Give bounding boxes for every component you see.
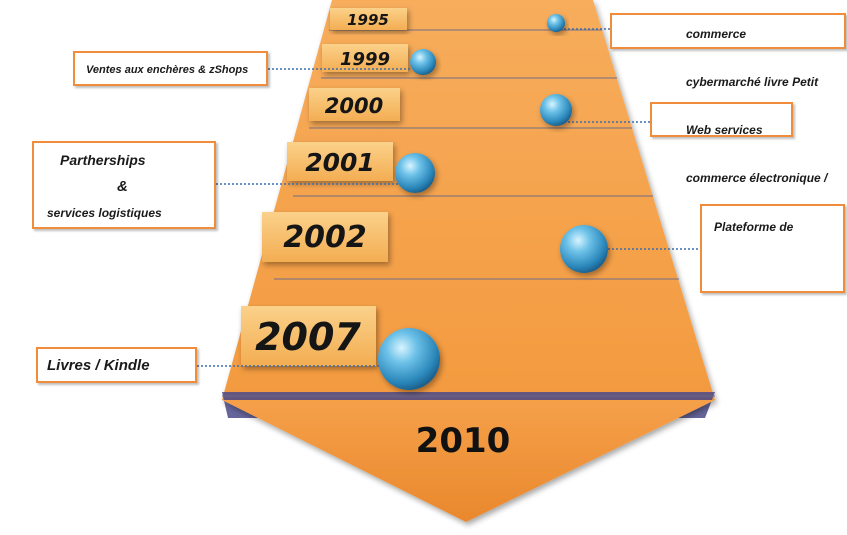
label-commerce: commerce bbox=[686, 27, 747, 41]
callout-box-commerce bbox=[610, 13, 846, 49]
year-tab-1995: 1995 bbox=[330, 8, 407, 30]
year-tab-2001: 2001 bbox=[287, 142, 393, 181]
bubble-1995 bbox=[547, 14, 565, 32]
callout-box-plateforme bbox=[700, 204, 845, 293]
bubble-2007 bbox=[378, 328, 440, 390]
label-services-logistiques: services logistiques bbox=[47, 206, 162, 220]
year-tab-1999: 1999 bbox=[322, 44, 408, 72]
final-year-2010: 2010 bbox=[416, 421, 511, 461]
callout-box-livres bbox=[36, 347, 197, 383]
year-tab-2007: 2007 bbox=[241, 306, 376, 366]
bubble-2002 bbox=[560, 225, 608, 273]
label-encheres: Ventes aux enchères & zShops bbox=[86, 64, 249, 76]
callout-box-partnerships bbox=[32, 141, 216, 229]
bubble-2001 bbox=[395, 153, 435, 193]
label-web-services: Web services bbox=[686, 123, 763, 137]
label-partnerships-amp: & bbox=[117, 178, 128, 195]
svg-text:2007: 2007 bbox=[255, 315, 361, 359]
label-plateforme: Plateforme de bbox=[714, 220, 794, 234]
callout-box-web-services bbox=[650, 102, 793, 137]
year-tab-2002: 2002 bbox=[262, 212, 388, 262]
bubble-2000 bbox=[540, 94, 572, 126]
bubble-1999 bbox=[410, 49, 436, 75]
arrow-tip bbox=[222, 400, 715, 522]
svg-text:2000: 2000 bbox=[325, 94, 383, 118]
label-livres-kindle: Livres / Kindle bbox=[47, 357, 150, 374]
svg-text:2001: 2001 bbox=[305, 148, 375, 177]
svg-text:1995: 1995 bbox=[347, 11, 389, 29]
svg-text:1999: 1999 bbox=[340, 49, 390, 70]
svg-text:2002: 2002 bbox=[283, 220, 367, 255]
year-tab-2000: 2000 bbox=[309, 88, 400, 121]
callout-box-encheres bbox=[73, 51, 268, 86]
label-commerce-electronique: commerce électronique / bbox=[686, 171, 828, 185]
label-cybermarche: cybermarché livre Petit bbox=[686, 75, 819, 89]
connector-lines bbox=[197, 28, 700, 367]
label-partnerships: Partherships bbox=[60, 152, 146, 168]
